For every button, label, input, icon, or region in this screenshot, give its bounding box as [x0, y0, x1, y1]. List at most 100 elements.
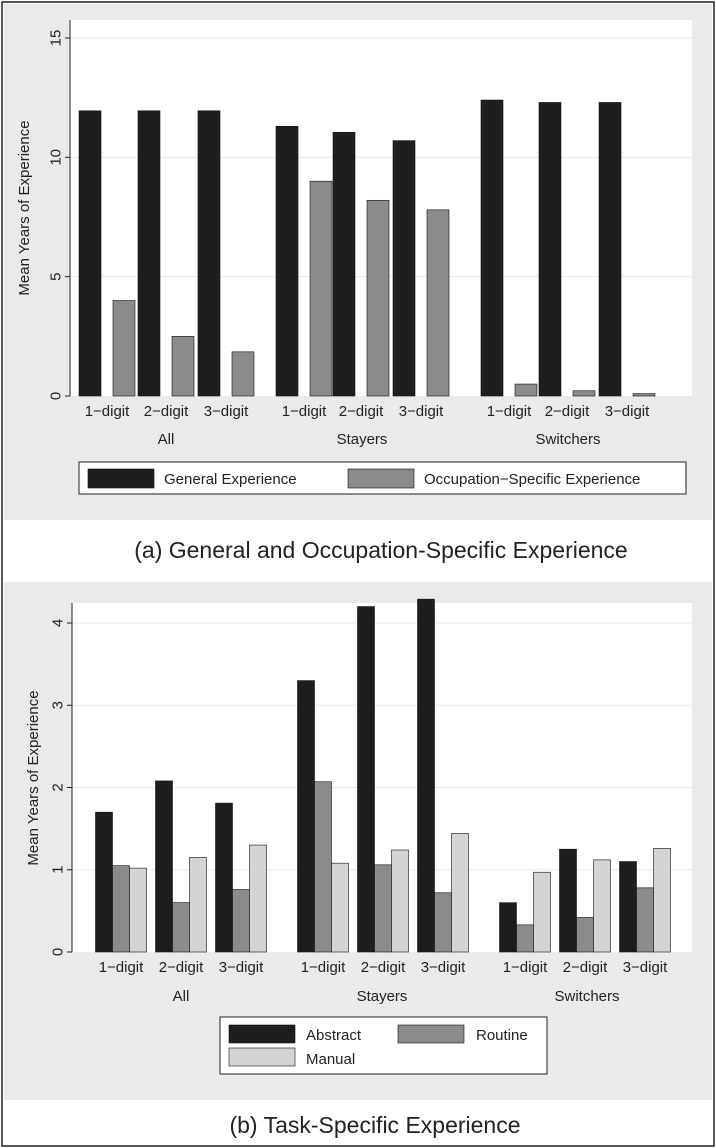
x-tick-label: 2−digit [545, 403, 590, 420]
bar [426, 209, 450, 397]
panel-b-y-axis-title: Mean Years of Experience [25, 690, 42, 865]
panel-b-bars [95, 598, 671, 953]
bar [112, 865, 130, 953]
bar [632, 393, 656, 397]
bar [538, 102, 562, 397]
bar [392, 140, 416, 397]
y-tick-label: 4 [50, 619, 67, 627]
bar [314, 781, 332, 953]
bar [434, 892, 452, 953]
x-tick-label: 1−digit [301, 959, 346, 976]
bar [137, 110, 161, 397]
bar [129, 867, 147, 953]
x-tick-label: 2−digit [144, 403, 189, 420]
panel-a-caption-background [4, 520, 712, 582]
x-tick-label: 3−digit [204, 403, 249, 420]
panel-a-legend: General Experience Occupation−Specific Ex… [87, 468, 640, 489]
group-label: Switchers [535, 431, 600, 448]
group-label: Stayers [337, 431, 388, 448]
y-tick-label: 1 [50, 866, 67, 874]
bar [309, 180, 333, 397]
panel-a-y-axis-title: Mean Years of Experience [16, 120, 33, 295]
panel-a-caption: (a) General and Occupation-Specific Expe… [134, 537, 627, 563]
panel-a-y-ticks: 0 5 10 15 [48, 30, 70, 400]
bar [155, 780, 173, 953]
panel-b-y-ticks: 0 1 2 3 4 [50, 619, 72, 956]
bar [572, 390, 596, 397]
bar [499, 902, 517, 953]
bar [112, 300, 136, 397]
bar [215, 802, 233, 953]
legend-label: Routine [476, 1027, 528, 1044]
bar [516, 924, 534, 953]
panel-b-caption: (b) Task-Specific Experience [229, 1112, 520, 1138]
x-tick-label: 1−digit [85, 403, 130, 420]
bar [366, 199, 390, 397]
bar [417, 598, 435, 953]
x-tick-label: 1−digit [503, 959, 548, 976]
x-tick-label: 3−digit [605, 403, 650, 420]
panel-a-x-tick-labels: 1−digit 2−digit 3−digit 1−digit 2−digit 3−dig… [85, 403, 650, 420]
bar [480, 99, 504, 397]
panel-a-group-labels: All Stayers Switchers [158, 431, 601, 448]
panel-b-caption-background [4, 1100, 712, 1145]
legend-swatch [228, 1024, 296, 1044]
x-tick-label: 2−digit [361, 959, 406, 976]
bar [331, 862, 349, 953]
y-tick-label: 5 [48, 272, 65, 280]
group-label: All [173, 988, 190, 1005]
group-label: All [158, 431, 175, 448]
group-label: Stayers [357, 988, 408, 1005]
legend-label: Manual [306, 1051, 355, 1068]
y-tick-label: 2 [50, 783, 67, 791]
panel-b: 0 1 2 3 4 1−digit 2−digit 3−digit 1−digit 2−digi… [4, 582, 712, 1145]
bar [232, 889, 250, 953]
bar [391, 849, 409, 953]
x-tick-label: 3−digit [219, 959, 264, 976]
bar [172, 902, 190, 953]
bar [197, 110, 221, 397]
bar [451, 833, 469, 953]
bar [78, 110, 102, 397]
panel-b-x-tick-labels: 1−digit 2−digit 3−digit 1−digit 2−digit 3−dig… [99, 959, 668, 976]
x-tick-label: 1−digit [282, 403, 327, 420]
legend-swatch [397, 1024, 465, 1044]
bar [598, 102, 622, 397]
legend-label: Abstract [306, 1027, 362, 1044]
legend-swatch [87, 468, 155, 489]
x-tick-label: 3−digit [421, 959, 466, 976]
panel-b-group-labels: All Stayers Switchers [173, 988, 620, 1005]
legend-label: General Experience [164, 471, 297, 488]
bar [171, 336, 195, 397]
x-tick-label: 2−digit [563, 959, 608, 976]
bar [619, 861, 637, 953]
bar [514, 383, 538, 397]
bar [231, 351, 255, 397]
panel-a-bars [78, 99, 656, 397]
x-tick-label: 3−digit [623, 959, 668, 976]
bar [559, 848, 577, 953]
bar [533, 871, 551, 953]
bar [275, 126, 299, 397]
bar [357, 606, 375, 953]
x-tick-label: 1−digit [99, 959, 144, 976]
bar [332, 131, 356, 397]
x-tick-label: 2−digit [159, 959, 204, 976]
legend-swatch [347, 468, 415, 489]
x-tick-label: 3−digit [399, 403, 444, 420]
x-tick-label: 2−digit [339, 403, 384, 420]
bar [653, 848, 671, 953]
y-tick-label: 0 [50, 948, 67, 956]
bar [576, 917, 594, 953]
bar [374, 864, 392, 953]
legend-swatch [228, 1047, 296, 1067]
bar [593, 859, 611, 953]
bar [95, 811, 113, 953]
panel-a: 0 5 10 15 1−digit 2−digit 3−digit 1−digit 2−dig… [4, 4, 712, 582]
group-label: Switchers [554, 988, 619, 1005]
legend-label: Occupation−Specific Experience [424, 471, 640, 488]
y-tick-label: 10 [48, 149, 65, 166]
bar [636, 887, 654, 953]
bar [297, 680, 315, 953]
